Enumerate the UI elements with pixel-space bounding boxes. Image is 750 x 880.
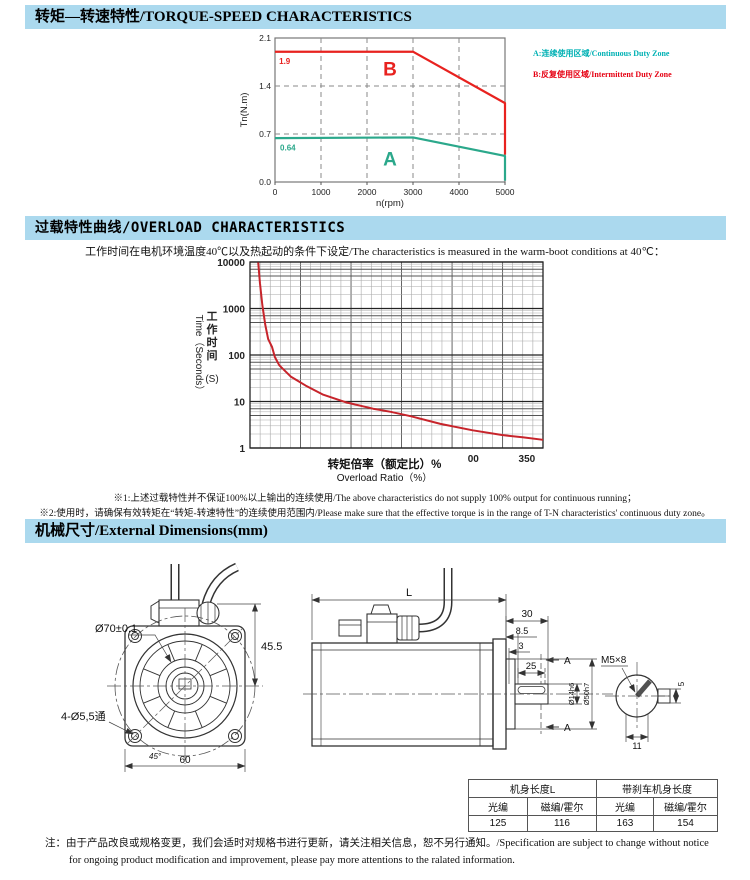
section-label-a-bottom: A — [564, 723, 571, 734]
dim-length-L: L — [406, 587, 412, 599]
dim-width-60: 60 — [179, 755, 191, 766]
dim-8-5: 8.5 — [516, 626, 529, 636]
svg-text:2.1: 2.1 — [259, 33, 271, 43]
motor-side-view: L 30 8.5 3 25 A A Ø14h6 Ø50h7 — [303, 568, 613, 750]
svg-text:100: 100 — [228, 351, 245, 362]
dim-11: 11 — [632, 741, 641, 751]
table-subheader: 磁编/霍尔 — [653, 797, 718, 816]
table-value: 125 — [468, 815, 528, 832]
torque-speed-chart: 0 1000 2000 3000 4000 5000 0.0 0.7 1.4 2.1 1.9 B 0.6… — [235, 28, 540, 210]
svg-text:(S): (S) — [205, 374, 218, 385]
note-label: 注： — [45, 838, 66, 849]
footnote-2: ※2:使用时，请确保有效转矩在“转矩-转速特性”的连续使用范围内/Please … — [39, 509, 711, 519]
svg-text:工作时间: 工作时间 — [207, 310, 218, 362]
svg-text:0.64: 0.64 — [280, 143, 296, 152]
overload-conditions-text: 工作时间在电机环境温度40℃以及热起动的条件下设定/The characteri… — [85, 246, 665, 258]
dim-30: 30 — [521, 609, 533, 620]
table-group-body-length: 机身长度L — [468, 779, 597, 798]
svg-text:1000: 1000 — [223, 305, 246, 316]
body-length-table: 机身长度L 带刹车机身长度 光编 磁编/霍尔 光编 磁编/霍尔 125 116 … — [468, 779, 718, 832]
motor-front-view: Ø70±0.1 45.5 4-Ø5,5通 60 45° — [61, 562, 282, 772]
table-subheader: 光编 — [468, 797, 528, 816]
table-value: 154 — [653, 815, 718, 832]
table-value: 163 — [596, 815, 654, 832]
shaft-end-view: M5×8 11 5 — [601, 655, 686, 751]
note-line2: for ongoing product modification and imp… — [69, 854, 515, 866]
external-dimensions-drawing: Ø70±0.1 45.5 4-Ø5,5通 60 45° — [61, 562, 686, 772]
dim-holes: 4-Ø5,5通 — [61, 710, 106, 723]
dim-angle-45: 45° — [149, 752, 162, 761]
svg-text:10000: 10000 — [217, 258, 245, 269]
svg-text:0.7: 0.7 — [259, 129, 271, 139]
svg-text:00: 00 — [468, 454, 480, 465]
svg-text:B: B — [383, 60, 397, 81]
svg-text:Tn(N.m): Tn(N.m) — [239, 93, 250, 128]
svg-text:2000: 2000 — [358, 187, 377, 197]
svg-text:10: 10 — [234, 398, 246, 409]
svg-text:n(rpm): n(rpm) — [376, 198, 404, 209]
mounting-holes — [128, 629, 242, 743]
svg-text:A: A — [383, 150, 397, 171]
svg-text:350: 350 — [519, 454, 536, 465]
svg-text:Time（Seconds）: Time（Seconds） — [193, 315, 205, 396]
table-value: 116 — [527, 815, 597, 832]
svg-text:1.4: 1.4 — [259, 81, 271, 91]
svg-text:0.0: 0.0 — [259, 177, 271, 187]
section-header-dimensions: 机械尺寸/External Dimensions(mm) — [25, 519, 726, 543]
torque-chart-legend: A:连续使用区域/Continuous Duty Zone B:反复使用区域/I… — [533, 48, 672, 90]
note-line1: 由于产品改良或规格变更，我们会适时对规格书进行更新，请关注相关信息，恕不另行通知… — [66, 838, 709, 849]
table-subheader: 光编 — [596, 797, 654, 816]
svg-text:1: 1 — [239, 444, 245, 455]
table-group-brake-length: 带刹车机身长度 — [596, 779, 718, 798]
dim-pilot-dia: Ø50h7 — [582, 683, 591, 706]
svg-text:3000: 3000 — [404, 187, 423, 197]
section-label-a-top: A — [564, 656, 571, 667]
section-header-overload: 过载特性曲线/OVERLOAD CHARACTERISTICS — [25, 216, 726, 240]
svg-text:转矩倍率（额定比）%: 转矩倍率（额定比）% — [328, 457, 442, 471]
svg-text:Overload Ratio（%）: Overload Ratio（%） — [337, 472, 433, 484]
svg-text:1.9: 1.9 — [279, 57, 291, 66]
svg-text:5000: 5000 — [496, 187, 515, 197]
svg-text:1000: 1000 — [312, 187, 331, 197]
dim-3: 3 — [518, 641, 523, 651]
legend-item-intermittent-zone: B:反复使用区域/Intermittent Duty Zone — [533, 70, 672, 79]
torque-speed-chart-svg: 0 1000 2000 3000 4000 5000 0.0 0.7 1.4 2.1 1.9 B 0.6… — [239, 33, 515, 209]
table-subheader: 磁编/霍尔 — [527, 797, 597, 816]
dim-5: 5 — [677, 681, 686, 686]
dim-height-45-5: 45.5 — [261, 641, 282, 653]
bottom-note: 注：由于产品改良或规格变更，我们会适时对规格书进行更新，请关注相关信息，恕不另行… — [45, 836, 717, 870]
section-header-torque-speed: 转矩—转速特性/TORQUE-SPEED CHARACTERISTICS — [25, 5, 726, 29]
dim-shaft-dia: Ø14h6 — [567, 683, 576, 706]
svg-text:4000: 4000 — [450, 187, 469, 197]
svg-text:0: 0 — [273, 187, 278, 197]
dim-bolt-circle: Ø70±0.1 — [95, 623, 137, 635]
legend-item-continuous-zone: A:连续使用区域/Continuous Duty Zone — [533, 49, 670, 58]
overload-chart: 10000 1000 100 10 1 00 350 转矩倍率（额定比）% Overload R… — [150, 250, 575, 500]
dim-tap-m5x8: M5×8 — [601, 655, 627, 666]
footnote-1: ※1:上述过载特性并不保证100%以上输出的连续使用/The above cha… — [113, 494, 637, 504]
dim-25: 25 — [526, 661, 537, 672]
